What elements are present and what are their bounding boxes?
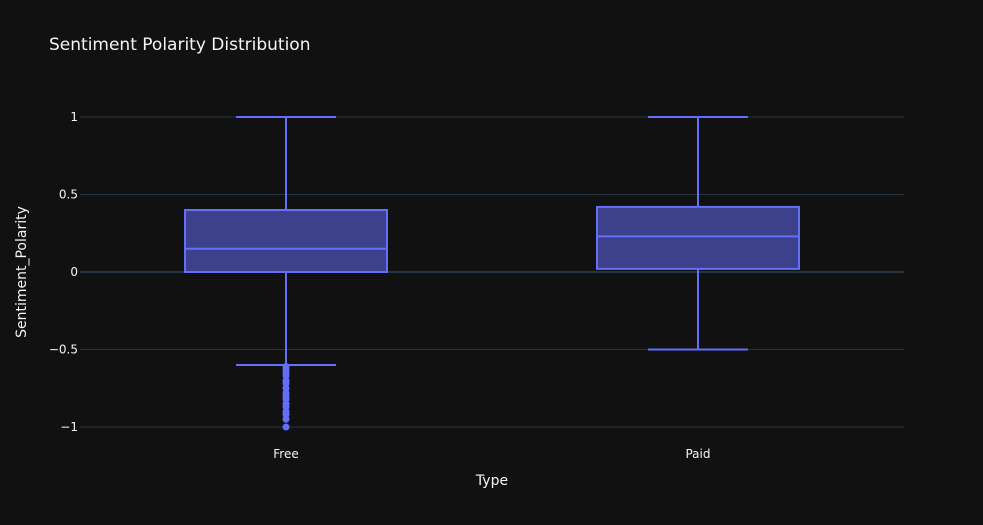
y-tick-labels: 1 0.5 0 −0.5 −1 <box>49 110 78 434</box>
x-axis-title: Type <box>475 473 508 489</box>
y-tick-label: −0.5 <box>49 343 78 357</box>
x-tick-label: Free <box>273 447 298 461</box>
y-axis-title: Sentiment_Polarity <box>14 206 30 338</box>
iqr-box <box>596 205 800 270</box>
y-tick-label: −1 <box>60 420 78 434</box>
iqr-box <box>184 209 388 273</box>
y-tick-label: 0 <box>70 265 78 279</box>
chart-title: Sentiment Polarity Distribution <box>49 35 310 55</box>
box-group-free <box>184 116 388 431</box>
box-layer <box>184 116 800 431</box>
y-tick-label: 0.5 <box>59 188 78 202</box>
x-tick-labels: Free Paid <box>273 447 710 461</box>
box-group-paid <box>596 116 800 351</box>
y-tick-label: 1 <box>70 110 78 124</box>
outlier-point <box>282 423 290 431</box>
outlier-point <box>282 415 290 423</box>
x-tick-label: Paid <box>685 447 710 461</box>
